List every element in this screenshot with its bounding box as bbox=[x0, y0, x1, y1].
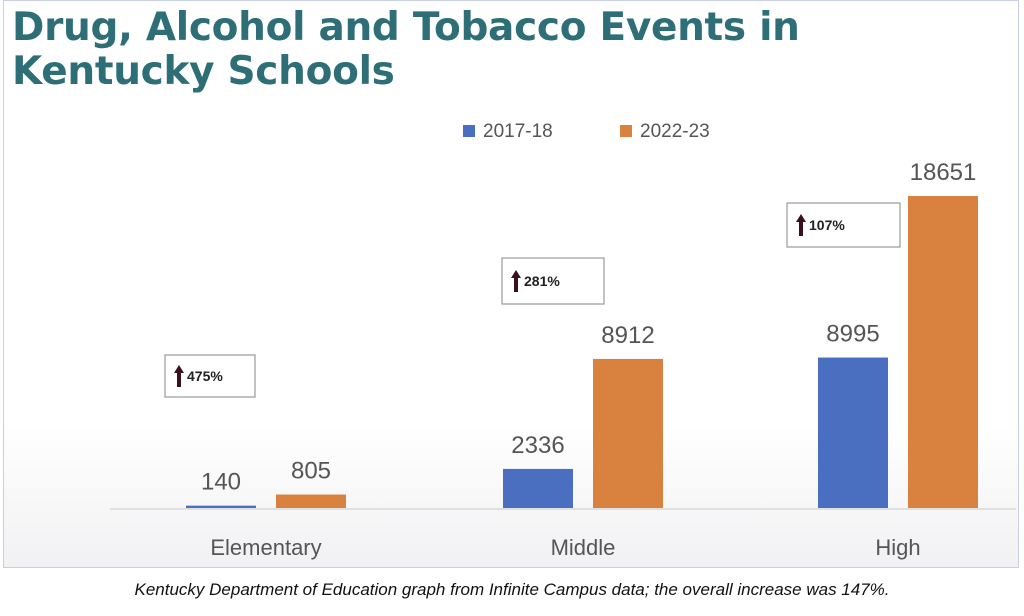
caption: Kentucky Department of Education graph f… bbox=[134, 580, 890, 599]
data-label: 8995 bbox=[826, 321, 879, 348]
data-label: 2336 bbox=[511, 432, 564, 459]
bar-2017-18-Elementary bbox=[186, 505, 256, 508]
legend-swatch-2017-18 bbox=[463, 125, 475, 137]
category-label: Elementary bbox=[210, 535, 321, 560]
data-label: 805 bbox=[291, 458, 331, 485]
data-label: 140 bbox=[201, 469, 241, 496]
bar-2022-23-High bbox=[908, 196, 978, 508]
bar-2017-18-Middle bbox=[503, 468, 573, 508]
legend-label: 2017-18 bbox=[483, 121, 553, 142]
bar-2017-18-High bbox=[818, 357, 888, 508]
data-label: 18651 bbox=[910, 159, 977, 186]
bar-2022-23-Middle bbox=[593, 358, 663, 508]
up-arrow-icon bbox=[174, 365, 184, 387]
legend-swatch-2022-23 bbox=[620, 125, 632, 137]
chart-title: Drug, Alcohol and Tobacco Events in Kent… bbox=[12, 5, 800, 94]
bar-2022-23-Elementary bbox=[276, 494, 346, 508]
up-arrow-icon bbox=[796, 214, 806, 236]
category-label: Middle bbox=[551, 535, 616, 560]
legend-label: 2022-23 bbox=[640, 121, 710, 142]
up-arrow-icon bbox=[511, 270, 521, 292]
annotation-label: 475% bbox=[187, 368, 223, 384]
annotation-box bbox=[501, 257, 605, 305]
annotation-label: 281% bbox=[524, 273, 560, 289]
annotation-box bbox=[786, 202, 901, 248]
data-label: 8912 bbox=[601, 322, 654, 349]
category-label: High bbox=[875, 535, 920, 560]
annotation-label: 107% bbox=[809, 217, 845, 233]
